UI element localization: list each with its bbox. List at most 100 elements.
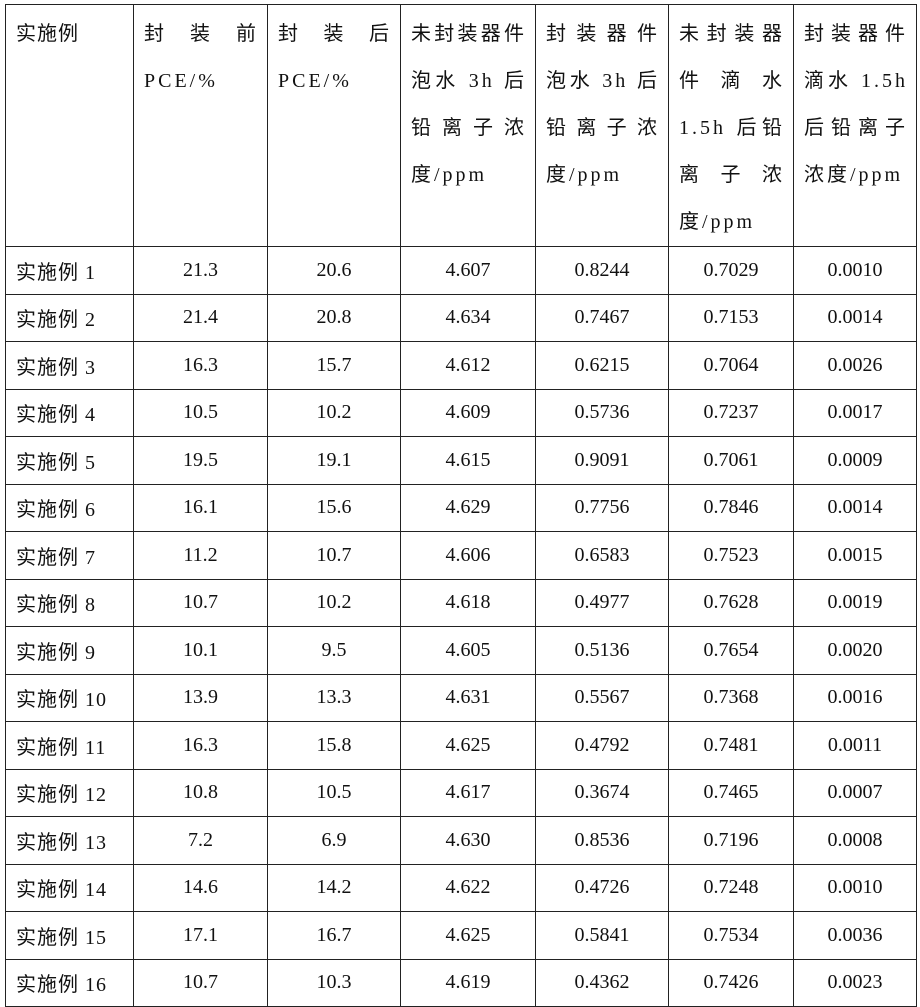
cell-pce-before: 21.3 xyxy=(134,247,268,295)
cell-unencapsulated-soak: 4.634 xyxy=(401,294,536,342)
cell-encapsulated-soak: 0.8244 xyxy=(536,247,669,295)
header-unencapsulated-drip: 未封装器件 滴 水 1.5h 后铅离子浓度/ppm xyxy=(669,5,794,247)
cell-encapsulated-soak: 0.4362 xyxy=(536,959,669,1007)
cell-encapsulated-soak: 0.5136 xyxy=(536,627,669,675)
cell-encapsulated-soak: 0.6583 xyxy=(536,532,669,580)
cell-example-label: 实施例 10 xyxy=(6,674,134,722)
cell-pce-before: 19.5 xyxy=(134,437,268,485)
cell-unencapsulated-drip: 0.7465 xyxy=(669,769,794,817)
cell-pce-before: 21.4 xyxy=(134,294,268,342)
cell-encapsulated-drip: 0.0009 xyxy=(794,437,917,485)
cell-encapsulated-drip: 0.0010 xyxy=(794,864,917,912)
header-encapsulated-drip: 封装器件滴水 1.5h 后铅离子浓度/ppm xyxy=(794,5,917,247)
cell-encapsulated-drip: 0.0014 xyxy=(794,484,917,532)
cell-unencapsulated-soak: 4.609 xyxy=(401,389,536,437)
cell-encapsulated-drip: 0.0011 xyxy=(794,722,917,770)
cell-unencapsulated-soak: 4.617 xyxy=(401,769,536,817)
cell-unencapsulated-drip: 0.7846 xyxy=(669,484,794,532)
cell-pce-before: 10.8 xyxy=(134,769,268,817)
cell-example-label: 实施例 2 xyxy=(6,294,134,342)
table-row: 实施例 616.115.64.6290.77560.78460.0014 xyxy=(6,484,917,532)
cell-example-label: 实施例 1 xyxy=(6,247,134,295)
cell-encapsulated-drip: 0.0016 xyxy=(794,674,917,722)
cell-example-label: 实施例 3 xyxy=(6,342,134,390)
table-row: 实施例 1116.315.84.6250.47920.74810.0011 xyxy=(6,722,917,770)
cell-example-label: 实施例 9 xyxy=(6,627,134,675)
cell-encapsulated-drip: 0.0023 xyxy=(794,959,917,1007)
cell-encapsulated-soak: 0.5841 xyxy=(536,912,669,960)
cell-encapsulated-soak: 0.4726 xyxy=(536,864,669,912)
cell-encapsulated-soak: 0.4977 xyxy=(536,579,669,627)
cell-pce-after: 9.5 xyxy=(268,627,401,675)
cell-unencapsulated-drip: 0.7368 xyxy=(669,674,794,722)
cell-encapsulated-soak: 0.5567 xyxy=(536,674,669,722)
cell-unencapsulated-soak: 4.630 xyxy=(401,817,536,865)
cell-pce-after: 16.7 xyxy=(268,912,401,960)
header-example: 实施例 xyxy=(6,5,134,247)
table-row: 实施例 316.315.74.6120.62150.70640.0026 xyxy=(6,342,917,390)
cell-unencapsulated-soak: 4.605 xyxy=(401,627,536,675)
cell-example-label: 实施例 5 xyxy=(6,437,134,485)
results-table: 实施例 封 装 前 PCE/% 封 装 后 PCE/% 未封装器件泡水 3h 后… xyxy=(5,4,917,1007)
cell-pce-after: 10.3 xyxy=(268,959,401,1007)
cell-encapsulated-drip: 0.0010 xyxy=(794,247,917,295)
cell-pce-after: 6.9 xyxy=(268,817,401,865)
cell-pce-after: 10.2 xyxy=(268,579,401,627)
cell-unencapsulated-soak: 4.606 xyxy=(401,532,536,580)
cell-encapsulated-drip: 0.0007 xyxy=(794,769,917,817)
cell-encapsulated-drip: 0.0015 xyxy=(794,532,917,580)
cell-example-label: 实施例 16 xyxy=(6,959,134,1007)
cell-pce-before: 16.3 xyxy=(134,722,268,770)
cell-unencapsulated-soak: 4.631 xyxy=(401,674,536,722)
cell-unencapsulated-drip: 0.7523 xyxy=(669,532,794,580)
header-pce-after: 封 装 后 PCE/% xyxy=(268,5,401,247)
cell-pce-after: 20.8 xyxy=(268,294,401,342)
cell-encapsulated-drip: 0.0020 xyxy=(794,627,917,675)
cell-example-label: 实施例 12 xyxy=(6,769,134,817)
header-unencapsulated-soak: 未封装器件泡水 3h 后铅离子浓度/ppm xyxy=(401,5,536,247)
cell-unencapsulated-drip: 0.7196 xyxy=(669,817,794,865)
cell-example-label: 实施例 7 xyxy=(6,532,134,580)
cell-encapsulated-soak: 0.7756 xyxy=(536,484,669,532)
cell-pce-before: 10.1 xyxy=(134,627,268,675)
cell-unencapsulated-soak: 4.615 xyxy=(401,437,536,485)
cell-pce-before: 11.2 xyxy=(134,532,268,580)
cell-pce-after: 13.3 xyxy=(268,674,401,722)
cell-encapsulated-soak: 0.3674 xyxy=(536,769,669,817)
cell-encapsulated-drip: 0.0008 xyxy=(794,817,917,865)
cell-pce-before: 10.7 xyxy=(134,579,268,627)
cell-encapsulated-soak: 0.6215 xyxy=(536,342,669,390)
cell-pce-after: 15.6 xyxy=(268,484,401,532)
header-encapsulated-soak: 封装器件泡水 3h 后铅离子浓度/ppm xyxy=(536,5,669,247)
cell-unencapsulated-drip: 0.7153 xyxy=(669,294,794,342)
cell-pce-before: 14.6 xyxy=(134,864,268,912)
table-row: 实施例 711.210.74.6060.65830.75230.0015 xyxy=(6,532,917,580)
cell-unencapsulated-drip: 0.7237 xyxy=(669,389,794,437)
cell-unencapsulated-soak: 4.629 xyxy=(401,484,536,532)
cell-encapsulated-drip: 0.0017 xyxy=(794,389,917,437)
cell-pce-after: 15.7 xyxy=(268,342,401,390)
cell-unencapsulated-soak: 4.618 xyxy=(401,579,536,627)
cell-unencapsulated-soak: 4.625 xyxy=(401,912,536,960)
cell-unencapsulated-drip: 0.7654 xyxy=(669,627,794,675)
header-row: 实施例 封 装 前 PCE/% 封 装 后 PCE/% 未封装器件泡水 3h 后… xyxy=(6,5,917,247)
cell-unencapsulated-soak: 4.612 xyxy=(401,342,536,390)
cell-unencapsulated-drip: 0.7064 xyxy=(669,342,794,390)
cell-unencapsulated-drip: 0.7534 xyxy=(669,912,794,960)
cell-encapsulated-drip: 0.0014 xyxy=(794,294,917,342)
cell-pce-before: 7.2 xyxy=(134,817,268,865)
cell-pce-before: 16.1 xyxy=(134,484,268,532)
cell-pce-before: 16.3 xyxy=(134,342,268,390)
cell-unencapsulated-drip: 0.7426 xyxy=(669,959,794,1007)
table-row: 实施例 519.519.14.6150.90910.70610.0009 xyxy=(6,437,917,485)
table-row: 实施例 910.19.54.6050.51360.76540.0020 xyxy=(6,627,917,675)
cell-encapsulated-drip: 0.0036 xyxy=(794,912,917,960)
cell-encapsulated-soak: 0.7467 xyxy=(536,294,669,342)
table-row: 实施例 137.26.94.6300.85360.71960.0008 xyxy=(6,817,917,865)
cell-encapsulated-drip: 0.0019 xyxy=(794,579,917,627)
cell-encapsulated-soak: 0.4792 xyxy=(536,722,669,770)
cell-example-label: 实施例 8 xyxy=(6,579,134,627)
cell-unencapsulated-soak: 4.625 xyxy=(401,722,536,770)
cell-encapsulated-drip: 0.0026 xyxy=(794,342,917,390)
cell-pce-after: 19.1 xyxy=(268,437,401,485)
